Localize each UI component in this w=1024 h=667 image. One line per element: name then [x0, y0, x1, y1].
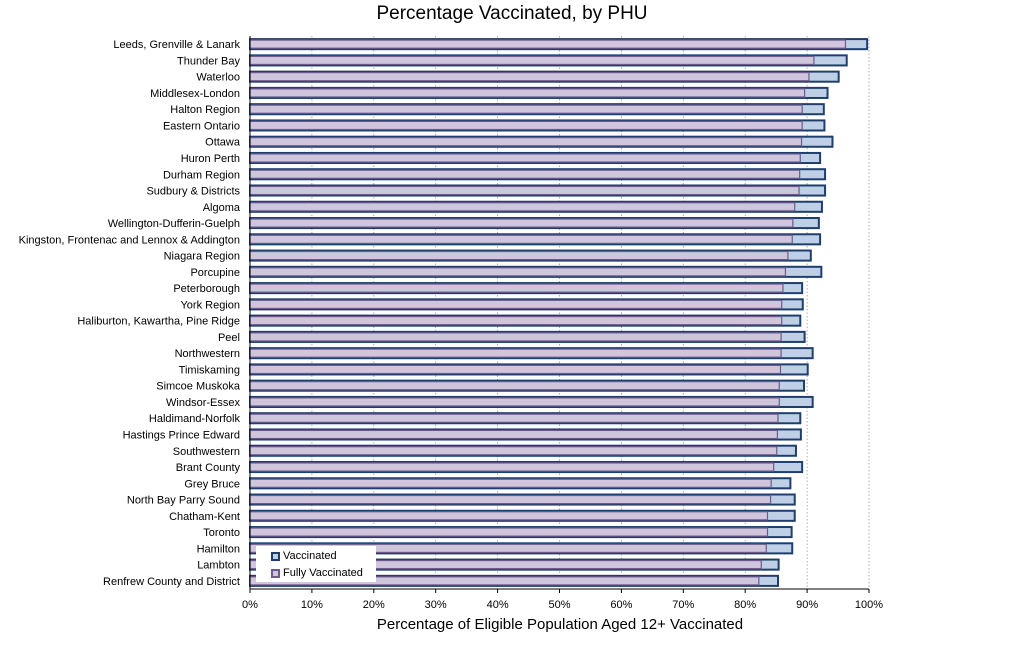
- x-tick-label: 0%: [242, 599, 258, 611]
- bar-fully-vaccinated: [249, 462, 775, 472]
- bar-fully-vaccinated: [249, 348, 782, 358]
- x-tick-label: 40%: [487, 599, 509, 611]
- category-label: Northwestern: [175, 348, 240, 360]
- x-tick-label: 90%: [796, 599, 818, 611]
- category-label: Chatham-Kent: [169, 511, 240, 523]
- x-tick-label: 10%: [301, 599, 323, 611]
- bar-fully-vaccinated: [249, 397, 780, 407]
- bar-fully-vaccinated: [249, 202, 796, 212]
- bar-fully-vaccinated: [249, 478, 772, 488]
- legend-label-vaccinated: Vaccinated: [283, 550, 337, 562]
- legend: Vaccinated Fully Vaccinated: [256, 546, 376, 582]
- category-label: Leeds, Grenville & Lanark: [113, 39, 240, 51]
- category-labels: Leeds, Grenville & Lanark Thunder Bay Wate…: [19, 39, 241, 588]
- category-label: Ottawa: [205, 137, 241, 149]
- x-axis-label: Percentage of Eligible Population Aged 1…: [376, 616, 744, 633]
- bar-fully-vaccinated: [249, 185, 800, 196]
- x-tick-label: 20%: [363, 599, 385, 611]
- x-tick-labels: 0% 10% 20% 30% 40% 50% 60% 70% 80% 90% 100%: [242, 599, 883, 611]
- x-tick-label: 60%: [610, 599, 632, 611]
- bar-fully-vaccinated: [249, 332, 782, 342]
- axes: [249, 36, 870, 593]
- bar-fully-vaccinated: [249, 169, 801, 179]
- category-label: Niagara Region: [164, 251, 240, 263]
- x-tick-label: 80%: [734, 599, 756, 611]
- bar-fully-vaccinated: [249, 88, 806, 98]
- bar-fully-vaccinated: [249, 381, 780, 391]
- x-tick-label: 30%: [425, 599, 447, 611]
- chart-title: Percentage Vaccinated, by PHU: [376, 3, 648, 24]
- category-label: Toronto: [203, 527, 240, 539]
- bar-fully-vaccinated: [249, 39, 847, 49]
- gridlines: [311, 36, 870, 589]
- bar-fully-vaccinated: [249, 429, 778, 440]
- x-tick-label: 70%: [672, 599, 694, 611]
- bar-fully-vaccinated: [249, 494, 772, 505]
- category-label: Wellington-Dufferin-Guelph: [108, 218, 240, 230]
- category-label: Haldimand-Norfolk: [149, 413, 241, 425]
- bar-fully-vaccinated: [249, 104, 803, 114]
- bar-fully-vaccinated: [249, 267, 787, 277]
- bar-fully-vaccinated: [249, 55, 815, 66]
- category-label: York Region: [180, 299, 240, 311]
- x-tick-label: 100%: [855, 599, 883, 611]
- legend-label-fully-vaccinated: Fully Vaccinated: [283, 567, 363, 579]
- category-label: Algoma: [203, 202, 241, 214]
- bars: [249, 38, 869, 587]
- category-label: Eastern Ontario: [163, 120, 240, 132]
- category-label: Kingston, Frontenac and Lennox & Addingt…: [19, 234, 240, 246]
- category-label: Hamilton: [197, 543, 240, 555]
- category-label: Hastings Prince Edward: [123, 429, 240, 441]
- bar-fully-vaccinated: [249, 364, 782, 375]
- bar-fully-vaccinated: [249, 299, 783, 310]
- category-label: Southwestern: [173, 446, 240, 458]
- bar-fully-vaccinated: [249, 527, 769, 537]
- bar-fully-vaccinated: [249, 120, 803, 131]
- category-label: Renfrew County and District: [103, 576, 240, 588]
- bar-fully-vaccinated: [249, 250, 789, 261]
- category-label: Thunder Bay: [177, 55, 240, 67]
- category-label: Peel: [218, 332, 240, 344]
- bar-fully-vaccinated: [249, 315, 783, 326]
- category-label: Halton Region: [170, 104, 240, 116]
- bar-fully-vaccinated: [249, 511, 769, 521]
- category-label: Huron Perth: [181, 153, 240, 165]
- legend-swatch-fully-vaccinated: [271, 569, 280, 578]
- x-tick-label: 50%: [548, 599, 570, 611]
- category-label: Simcoe Muskoka: [156, 381, 241, 393]
- category-label: North Bay Parry Sound: [127, 495, 240, 507]
- bar-fully-vaccinated: [249, 446, 778, 456]
- category-label: Sudbury & Districts: [146, 186, 240, 198]
- bar-fully-vaccinated: [249, 234, 793, 244]
- category-label: Brant County: [176, 462, 241, 474]
- category-label: Middlesex-London: [150, 88, 240, 100]
- bar-fully-vaccinated: [249, 72, 810, 82]
- bar-fully-vaccinated: [249, 137, 803, 147]
- bar-fully-vaccinated: [249, 283, 784, 293]
- category-label: Porcupine: [190, 267, 240, 279]
- bar-fully-vaccinated: [249, 153, 801, 163]
- category-label: Windsor-Essex: [166, 397, 240, 409]
- category-label: Haliburton, Kawartha, Pine Ridge: [77, 316, 240, 328]
- bar-fully-vaccinated: [249, 413, 779, 423]
- category-label: Timiskaming: [179, 364, 240, 376]
- category-label: Waterloo: [196, 72, 240, 84]
- bar-fully-vaccinated: [249, 218, 794, 228]
- category-label: Durham Region: [163, 169, 240, 181]
- legend-swatch-vaccinated: [271, 552, 280, 561]
- category-label: Peterborough: [173, 283, 240, 295]
- category-label: Lambton: [197, 560, 240, 572]
- category-label: Grey Bruce: [184, 478, 240, 490]
